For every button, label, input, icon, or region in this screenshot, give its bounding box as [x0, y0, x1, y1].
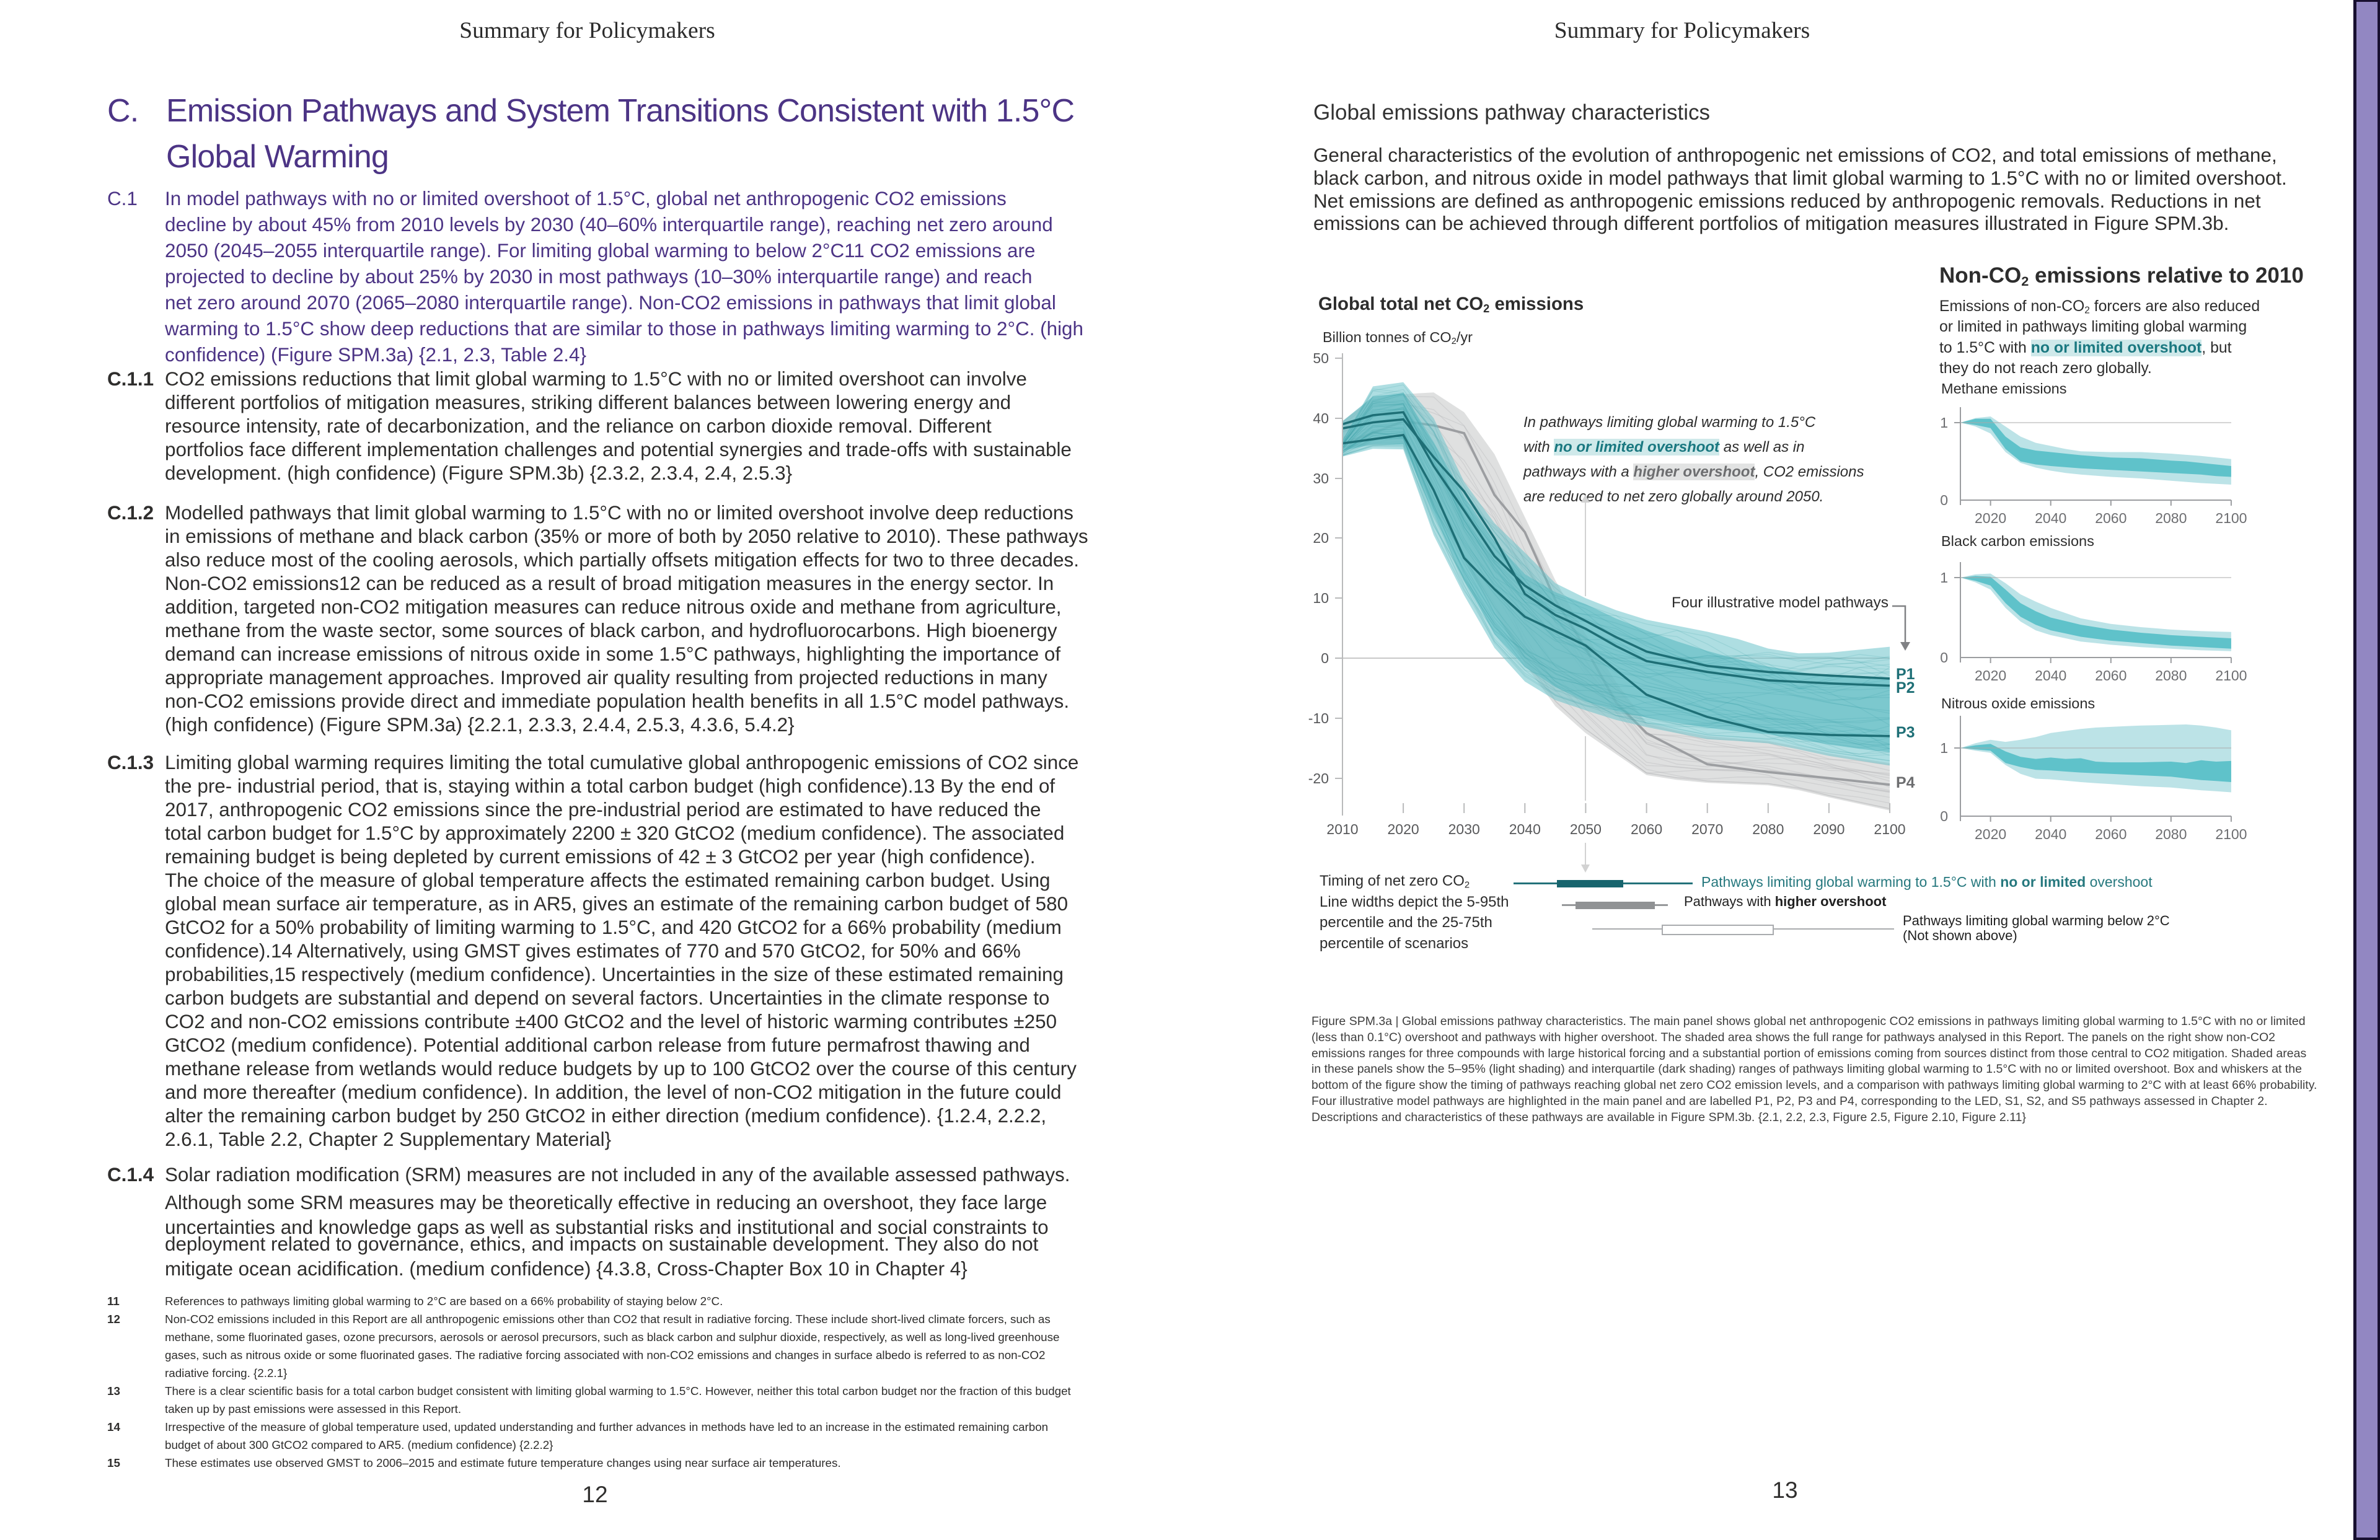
- svg-text:1: 1: [1940, 415, 1948, 431]
- svg-text:2020: 2020: [1975, 667, 2006, 684]
- svg-text:1: 1: [1940, 570, 1948, 586]
- svg-text:2100: 2100: [2215, 826, 2247, 842]
- svg-text:2080: 2080: [2155, 826, 2187, 842]
- svg-text:2040: 2040: [2035, 510, 2066, 526]
- svg-text:2050: 2050: [1570, 821, 1602, 837]
- svg-text:2090: 2090: [1813, 821, 1844, 837]
- svg-text:2080: 2080: [2155, 667, 2187, 684]
- svg-text:30: 30: [1313, 470, 1329, 486]
- svg-text:20: 20: [1313, 530, 1329, 546]
- svg-text:2020: 2020: [1975, 510, 2006, 526]
- svg-text:0: 0: [1940, 649, 1948, 666]
- svg-text:2060: 2060: [1631, 821, 1662, 837]
- svg-text:2010: 2010: [1326, 821, 1358, 837]
- svg-text:2070: 2070: [1691, 821, 1723, 837]
- svg-text:-20: -20: [1308, 770, 1329, 786]
- svg-text:2020: 2020: [1975, 826, 2006, 842]
- svg-text:2080: 2080: [1752, 821, 1784, 837]
- svg-text:40: 40: [1313, 410, 1329, 426]
- svg-text:10: 10: [1313, 590, 1329, 606]
- svg-text:2100: 2100: [2215, 667, 2247, 684]
- svg-text:2040: 2040: [2035, 826, 2066, 842]
- svg-text:0: 0: [1321, 650, 1329, 666]
- svg-text:2060: 2060: [2095, 510, 2127, 526]
- svg-text:2040: 2040: [1509, 821, 1541, 837]
- svg-text:0: 0: [1940, 808, 1948, 824]
- svg-text:2080: 2080: [2155, 510, 2187, 526]
- svg-text:2030: 2030: [1448, 821, 1480, 837]
- svg-text:2060: 2060: [2095, 667, 2127, 684]
- svg-text:2020: 2020: [1388, 821, 1419, 837]
- svg-text:1: 1: [1940, 740, 1948, 756]
- svg-text:0: 0: [1940, 492, 1948, 508]
- svg-text:2060: 2060: [2095, 826, 2127, 842]
- svg-text:-10: -10: [1308, 710, 1329, 726]
- svg-text:50: 50: [1313, 350, 1329, 366]
- svg-text:2040: 2040: [2035, 667, 2066, 684]
- svg-text:2100: 2100: [2215, 510, 2247, 526]
- svg-text:2100: 2100: [1874, 821, 1905, 837]
